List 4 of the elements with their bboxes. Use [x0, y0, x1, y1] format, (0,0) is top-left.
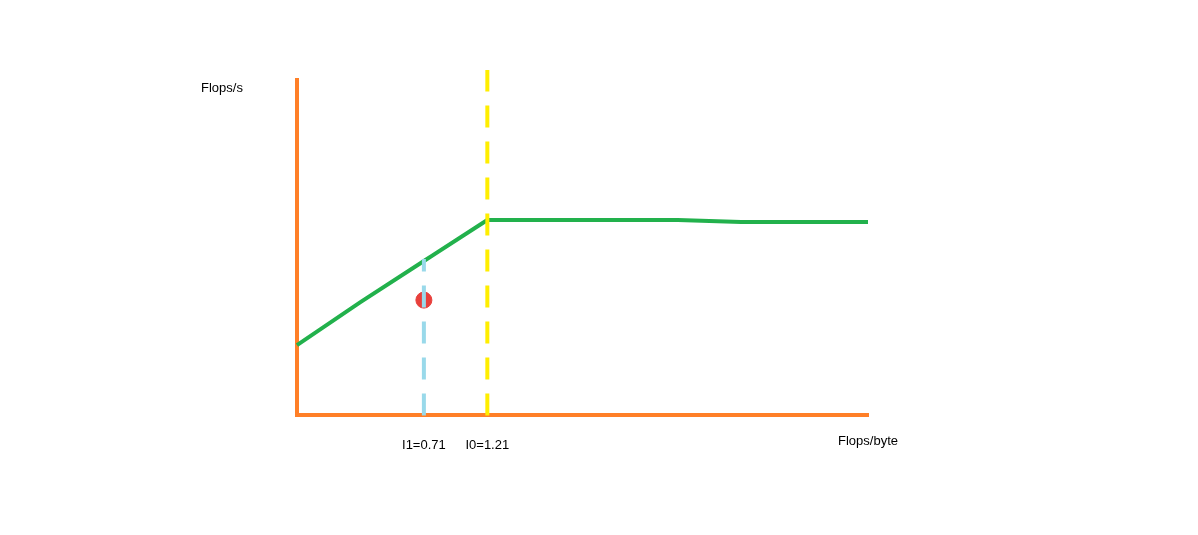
- x-tick-label: I1=0.71: [402, 436, 446, 452]
- text: Flops/s: [201, 80, 244, 96]
- x-axis-title: Flops/byte: [838, 433, 898, 449]
- x-tick-label: I0=1.21: [465, 436, 510, 452]
